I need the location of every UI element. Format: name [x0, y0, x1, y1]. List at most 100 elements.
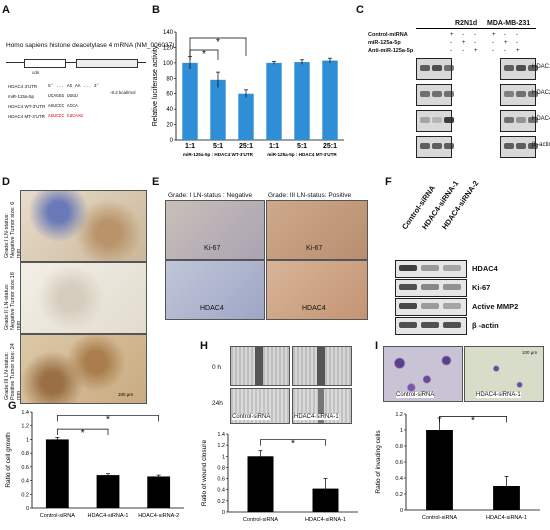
ihc-image-grade3 — [20, 334, 147, 404]
blot-band — [420, 143, 430, 149]
bar — [266, 62, 282, 140]
blot-protein-label: HDAC4 — [472, 264, 498, 273]
y-tick-label: 120 — [163, 45, 174, 51]
y-tick-label: 40 — [166, 107, 173, 113]
category-label: Control-siRNA — [40, 513, 75, 519]
blot-band — [420, 65, 430, 71]
blot-band — [432, 117, 442, 123]
y-tick-label: 0 — [400, 508, 403, 514]
blot-band — [432, 143, 442, 149]
blot-band — [528, 117, 538, 123]
blot-band — [528, 65, 538, 71]
sig-b-outer-bracket — [189, 37, 247, 56]
y-tick-label: 1.4 — [21, 410, 29, 416]
blot-band — [421, 265, 439, 271]
bar — [182, 62, 198, 140]
seq-line-1: 5' ... AG AA ... 3' — [48, 84, 100, 89]
ihc-hdac4-grade1 — [165, 260, 265, 320]
panel-label-i: I — [375, 340, 379, 352]
y-axis-label: Ratio of invading cells — [375, 430, 382, 494]
i-image-label-control: Control-siRNA — [396, 392, 435, 398]
y-tick-label: 0.2 — [217, 499, 225, 505]
sign-cell: + — [516, 48, 520, 54]
stain-hdac4-1: HDAC4 — [200, 305, 224, 312]
bar — [312, 488, 339, 512]
y-tick-label: 0 — [26, 506, 29, 512]
blot-band — [528, 143, 538, 149]
i-image-label-hdac4: HDAC4-siRNA-1 — [476, 392, 521, 398]
sign-cell: - — [504, 48, 506, 54]
y-tick-label: 100 — [163, 61, 174, 67]
ihc-image-grade1 — [20, 190, 147, 262]
header-grade1: Grade: I LN-status : Negative — [168, 192, 253, 199]
blot-band — [421, 322, 439, 328]
mrna-diagram — [6, 58, 146, 68]
blot-band — [516, 91, 526, 97]
y-tick-label: 0.6 — [395, 460, 403, 466]
blot-protein-label: β -actin — [472, 321, 499, 330]
blot-band — [399, 303, 417, 309]
panel-b-chart: 0 20 40 60 80 100 120 140 Relative luciferase ac… — [152, 30, 344, 157]
panel-label-a: A — [2, 4, 10, 16]
y-tick-label: 60 — [166, 92, 173, 98]
blot-band — [420, 91, 430, 97]
sign-cell: - — [450, 48, 452, 54]
ihc-ki67-grade1 — [165, 200, 265, 260]
category-label: HDAC4-siRNA-2 — [138, 513, 179, 519]
category-label: 5:1 — [213, 143, 223, 150]
stain-ki67-2: Ki-67 — [306, 245, 323, 252]
blot-band — [516, 143, 526, 149]
y-tick-label: 0.2 — [395, 492, 403, 498]
sign-cell: + — [462, 40, 466, 46]
sign-cell: - — [462, 32, 464, 38]
group-label-mt: miR-125a-5p : HDAC4 MT-3'UTR — [267, 152, 337, 157]
stain-ki67-1: Ki-67 — [204, 245, 221, 252]
blot-band — [399, 265, 417, 271]
bar — [210, 79, 226, 140]
sign-cell: - — [450, 40, 452, 46]
panel-label-e: E — [152, 176, 160, 188]
blot-band — [516, 65, 526, 71]
bar — [45, 439, 69, 508]
y-tick-label: 0.8 — [395, 444, 403, 450]
y-tick-label: 1 — [222, 454, 225, 460]
y-tick-label: 1.2 — [21, 424, 29, 430]
y-tick-label: 1.4 — [217, 432, 225, 438]
seq-line-3: AGUCCC ACCA — [48, 104, 78, 109]
category-label: 5:1 — [297, 143, 307, 150]
sig-g-inner-bracket — [56, 428, 109, 436]
y-tick-label: 20 — [166, 123, 173, 129]
blot-band — [443, 265, 461, 271]
h-image-label-control: Control-siRNA — [232, 414, 271, 420]
sign-cell: + — [504, 40, 508, 46]
y-axis-label: Ratio of wound closure — [201, 440, 208, 507]
bar — [322, 60, 338, 140]
mir-label: miR-125a-5p — [8, 94, 35, 99]
blot-protein-label: HDAC4 — [532, 116, 550, 122]
bar — [247, 456, 274, 512]
sign-cell: - — [474, 40, 476, 46]
sig-h-bracket — [260, 439, 326, 446]
y-axis-label: Ratio of cell growth — [5, 432, 12, 488]
sign-cell: - — [462, 48, 464, 54]
sign-cell: + — [450, 32, 454, 38]
stain-hdac4-2: HDAC4 — [302, 305, 326, 312]
bar — [147, 476, 171, 508]
wound-control-0h — [230, 346, 290, 386]
blot-band — [443, 322, 461, 328]
y-tick-label: 1.2 — [217, 443, 225, 449]
blot-band — [421, 284, 439, 290]
scale-bar-i: 100 μm — [522, 350, 538, 355]
panel-a-title: Homo sapiens histone deacetylase 4 mRNA … — [6, 42, 175, 49]
sign-cell: - — [474, 32, 476, 38]
blot-protein-label: HDAC2 — [532, 90, 550, 96]
blot-band — [504, 143, 514, 149]
blot-band — [504, 91, 514, 97]
caption-grade1: Grade:I LN-status: Negative Tumor size: … — [4, 201, 22, 258]
caption-grade2: Grade:II LN-status: Negative Tumor size:… — [4, 272, 22, 330]
category-label: Control-siRNA — [243, 517, 278, 523]
scale-bar-d: 100 μm — [118, 392, 134, 397]
y-tick-label: 0.8 — [21, 451, 29, 457]
sig-b-inner-bracket — [189, 49, 219, 60]
sig-i-bracket — [439, 416, 507, 423]
